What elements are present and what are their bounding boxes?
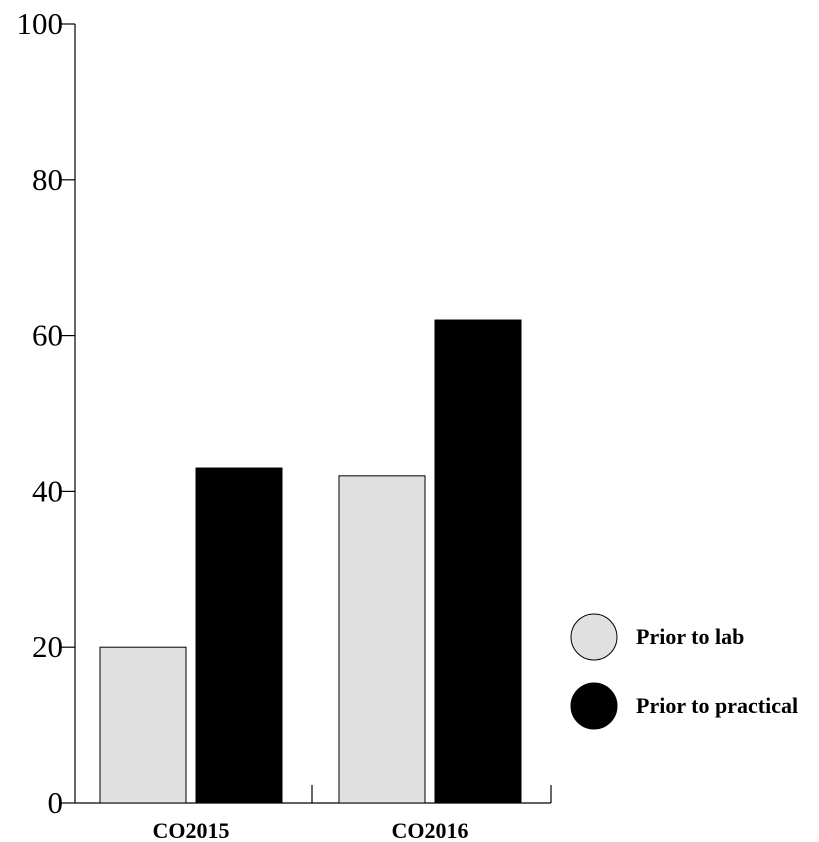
- bar-co2016-series-1: [338, 475, 426, 804]
- y-tick-label: 80: [32, 162, 63, 197]
- y-tick-label: 0: [48, 785, 64, 820]
- bar-co2016-series-2: [434, 319, 522, 804]
- bars: [99, 319, 522, 804]
- legend: Prior to lab Prior to practical: [570, 613, 798, 730]
- y-tick-label: 20: [32, 629, 63, 664]
- x-category-label: CO2015: [153, 818, 230, 842]
- y-tick-label: 100: [17, 6, 64, 41]
- legend-swatch: [570, 682, 618, 730]
- y-tick-label: 40: [32, 473, 63, 508]
- bar-co2015-series-2: [195, 467, 283, 804]
- y-tick-label: 60: [32, 318, 63, 353]
- x-category-label: CO2016: [392, 818, 469, 842]
- legend-label: Prior to lab: [636, 624, 744, 649]
- legend-swatch: [570, 613, 618, 661]
- bar-co2015-series-1: [99, 646, 187, 804]
- legend-label: Prior to practical: [636, 693, 798, 718]
- x-axis: CO2015 CO2016: [75, 785, 552, 842]
- y-axis: 0 20 40 60 80 100: [17, 6, 76, 820]
